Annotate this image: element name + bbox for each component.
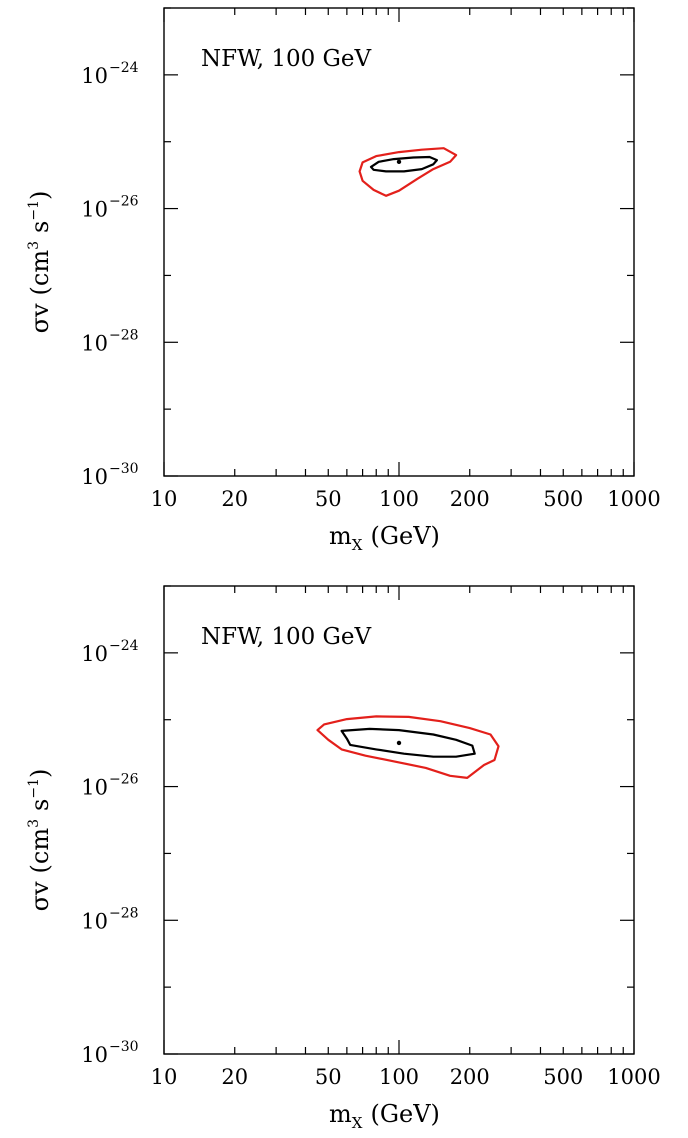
y-tick-label-base: 10 — [81, 465, 108, 489]
x-tick-label: 20 — [221, 1065, 248, 1089]
y-axis-label-exp2: −1 — [26, 778, 42, 799]
x-tick-label: 500 — [543, 487, 583, 511]
x-axis-label: mX (GeV) — [329, 1100, 440, 1132]
x-tick-label: 200 — [450, 1065, 490, 1089]
x-axis-label-unit: (GeV) — [370, 522, 439, 550]
y-tick-label-exponent: −30 — [109, 1039, 139, 1055]
y-axis-label: σv (cm3 s−1) — [26, 191, 54, 334]
y-tick-label-base: 10 — [81, 909, 108, 933]
y-axis-label: σv (cm3 s−1) — [26, 769, 54, 912]
y-tick-label-base: 10 — [81, 331, 108, 355]
best-fit-point — [396, 159, 402, 165]
y-tick-label-exponent: −26 — [109, 194, 139, 210]
y-axis-label-symbol: σv — [26, 303, 54, 333]
panel-annotation: NFW, 100 GeV — [201, 46, 372, 72]
outer-confidence-contour — [358, 147, 458, 197]
y-axis-label-mid: s — [26, 221, 54, 233]
y-tick-label-exponent: −30 — [109, 461, 139, 477]
x-tick-label: 500 — [543, 1065, 583, 1089]
y-axis-label-open: (cm — [26, 250, 54, 296]
x-tick-label: 10 — [151, 1065, 178, 1089]
x-tick-label: 100 — [379, 487, 419, 511]
inner-confidence-contour — [369, 155, 438, 173]
plot-frame — [163, 585, 635, 1055]
x-tick-label: 50 — [315, 487, 342, 511]
x-tick-label: 50 — [315, 1065, 342, 1089]
panel-annotation: NFW, 100 GeV — [201, 624, 372, 650]
x-axis-label-main: m — [329, 522, 352, 550]
y-axis-label-close: ) — [26, 191, 54, 200]
y-axis-label-close: ) — [26, 769, 54, 778]
y-axis-label-exp1: 3 — [26, 241, 42, 250]
y-tick-label-base: 10 — [81, 64, 108, 88]
x-tick-label: 200 — [450, 487, 490, 511]
x-tick-label: 1000 — [607, 1065, 660, 1089]
x-tick-label: 10 — [151, 487, 178, 511]
y-tick-label-exponent: −26 — [109, 772, 139, 788]
y-tick-label-base: 10 — [81, 1043, 108, 1067]
x-axis-label-main: m — [329, 1100, 352, 1128]
y-axis-label-symbol: σv — [26, 881, 54, 911]
x-axis-label: mX (GeV) — [329, 522, 440, 554]
y-tick-label-exponent: −24 — [109, 60, 139, 76]
x-tick-label: 20 — [221, 487, 248, 511]
best-fit-point — [396, 740, 402, 746]
y-axis-label-open: (cm — [26, 828, 54, 874]
x-tick-label: 100 — [379, 1065, 419, 1089]
x-axis-label-sub: X — [352, 1114, 363, 1132]
y-tick-label-base: 10 — [81, 776, 108, 800]
inner-confidence-contour — [340, 727, 476, 758]
y-tick-label-base: 10 — [81, 198, 108, 222]
plot-frame — [163, 7, 635, 477]
y-axis-label-mid: s — [26, 799, 54, 811]
x-tick-label: 1000 — [607, 487, 660, 511]
y-tick-label-exponent: −28 — [109, 905, 139, 921]
y-axis-label-exp2: −1 — [26, 200, 42, 221]
x-axis-label-sub: X — [352, 536, 363, 554]
y-axis-label-exp1: 3 — [26, 819, 42, 828]
y-tick-label-exponent: −24 — [109, 638, 139, 654]
y-tick-label-base: 10 — [81, 642, 108, 666]
x-axis-label-unit: (GeV) — [370, 1100, 439, 1128]
outer-confidence-contour — [316, 715, 500, 779]
y-tick-label-exponent: −28 — [109, 327, 139, 343]
